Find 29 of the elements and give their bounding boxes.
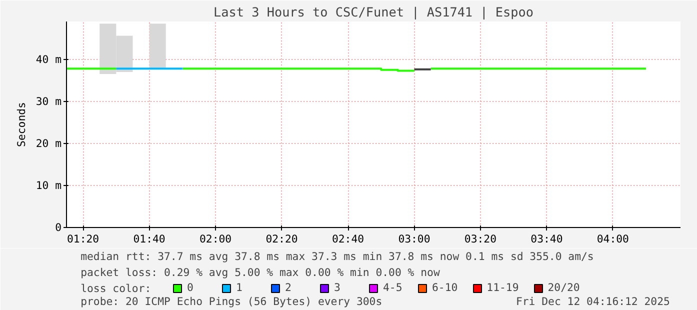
- y-tick-label: 20 m: [36, 136, 62, 150]
- x-tick-label: 01:20: [67, 232, 100, 246]
- legend-label: 3: [334, 281, 342, 294]
- text: probe: 20 ICMP Echo Pings (56 Bytes) every 300s: [80, 295, 382, 308]
- x-tick-label: 01:40: [133, 232, 166, 246]
- y-tick-label: 30 m: [36, 94, 62, 108]
- text: packet loss: 0.29 % avg 5.00 % max 0.00 % min 0.00 % now: [80, 266, 440, 279]
- text: Fri Dec 12 04:16:12 2025: [516, 295, 670, 308]
- legend-label: 11-19: [486, 281, 519, 294]
- legend-title: loss color:: [80, 282, 152, 295]
- legend-label: 4-5: [383, 281, 403, 294]
- legend-label: 1: [236, 281, 244, 294]
- x-tick-label: 02:20: [266, 232, 298, 246]
- x-tick-label: 02:40: [332, 232, 364, 246]
- y-tick-label: 0: [55, 221, 62, 234]
- legend-label: 6-10: [432, 281, 458, 294]
- x-tick-label: 02:00: [199, 232, 232, 246]
- x-tick-label: 03:00: [398, 232, 430, 246]
- y-tick-label: 40 m: [36, 52, 62, 66]
- y-axis-title: Seconds: [14, 102, 28, 147]
- chart-title: Last 3 Hours to CSC/Funet | AS1741 | Espoo: [213, 4, 534, 20]
- x-tick-label: 04:00: [596, 232, 629, 246]
- text: median rtt: 37.7 ms avg 37.8 ms max 37.3 ms min 37.8 ms now 0.1 ms sd 355.0 am/s: [80, 250, 594, 263]
- legend-label: 2: [285, 281, 292, 294]
- legend-label: 0: [187, 281, 194, 294]
- legend-label: 20/20: [548, 281, 580, 294]
- x-tick-label: 03:20: [464, 232, 496, 246]
- x-tick-label: 03:40: [530, 232, 563, 246]
- y-tick-label: 10 m: [36, 178, 62, 192]
